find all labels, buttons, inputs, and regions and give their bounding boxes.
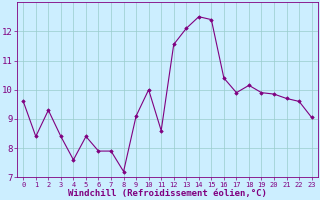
X-axis label: Windchill (Refroidissement éolien,°C): Windchill (Refroidissement éolien,°C) xyxy=(68,189,267,198)
